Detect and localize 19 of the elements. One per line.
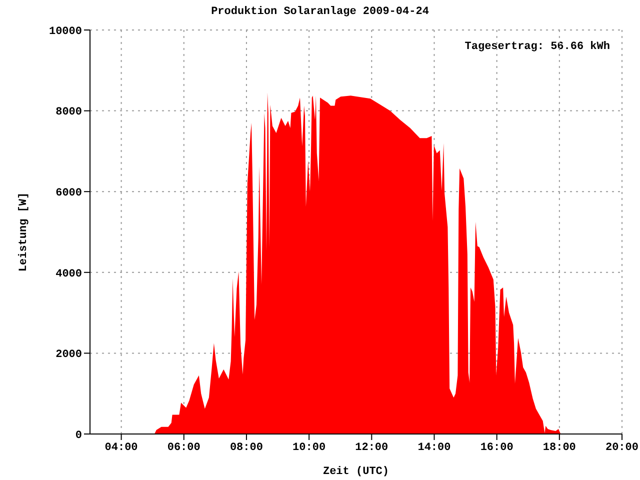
y-tick-label: 0 xyxy=(75,430,82,442)
x-tick-label: 12:00 xyxy=(355,442,388,454)
y-tick-label: 4000 xyxy=(56,268,82,280)
x-axis-title: Zeit (UTC) xyxy=(322,466,390,478)
annotation: Tagesertrag: 56.66 kWh xyxy=(464,41,610,53)
y-tick-label: 8000 xyxy=(56,106,82,119)
y-tick-label: 6000 xyxy=(56,188,82,200)
y-tick-label: 10000 xyxy=(48,26,82,38)
x-tick-label: 08:00 xyxy=(230,442,263,454)
y-tick-label: 2000 xyxy=(56,349,82,362)
x-tick-label: 14:00 xyxy=(418,442,451,454)
x-tick-label: 10:00 xyxy=(292,442,326,454)
x-tick-label: 06:00 xyxy=(167,442,200,454)
chart-title: Produktion Solaranlage 2009-04-24 xyxy=(210,6,430,18)
x-tick-label: 04:00 xyxy=(104,442,138,454)
x-tick-label: 18:00 xyxy=(542,442,576,454)
x-tick-label: 20:00 xyxy=(605,442,639,454)
x-tick-label: 16:00 xyxy=(480,442,514,454)
y-axis-title: Leistung [W] xyxy=(18,192,30,272)
